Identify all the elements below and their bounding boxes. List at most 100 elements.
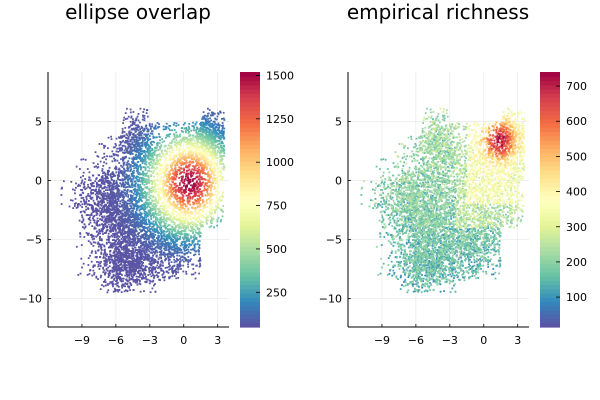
scatter-point bbox=[112, 202, 115, 205]
scatter-point bbox=[124, 112, 127, 114]
scatter-point bbox=[113, 208, 116, 211]
scatter-point bbox=[127, 232, 130, 234]
scatter-point bbox=[137, 275, 140, 278]
scatter-point bbox=[209, 122, 212, 125]
scatter-point bbox=[206, 222, 208, 225]
scatter-point bbox=[113, 262, 116, 265]
scatter-point bbox=[120, 192, 123, 194]
scatter-point bbox=[132, 252, 135, 254]
scatter-point bbox=[136, 178, 138, 181]
scatter-point bbox=[107, 189, 109, 191]
scatter-point bbox=[133, 167, 136, 170]
scatter-point bbox=[127, 225, 130, 228]
scatter-point bbox=[165, 249, 168, 251]
scatter-point bbox=[134, 262, 136, 265]
scatter-point bbox=[133, 273, 136, 276]
scatter-point bbox=[208, 145, 211, 148]
scatter-point bbox=[220, 136, 223, 139]
scatter-point bbox=[136, 283, 139, 286]
scatter-point bbox=[105, 242, 108, 245]
scatter-point bbox=[100, 274, 102, 277]
scatter-point bbox=[102, 199, 105, 202]
scatter-point bbox=[177, 267, 179, 269]
scatter-point bbox=[119, 200, 122, 203]
scatter-point bbox=[138, 257, 141, 259]
scatter-point bbox=[112, 285, 114, 288]
scatter-point bbox=[106, 211, 108, 214]
scatter-point bbox=[141, 216, 143, 218]
scatter-point bbox=[136, 115, 139, 118]
scatter-point bbox=[84, 201, 86, 204]
scatter-point bbox=[130, 190, 133, 192]
scatter-point bbox=[97, 265, 100, 268]
scatter-point bbox=[153, 275, 156, 278]
scatter-point bbox=[141, 118, 144, 121]
scatter-point bbox=[132, 234, 135, 237]
scatter-point bbox=[89, 216, 91, 219]
scatter-point bbox=[149, 147, 152, 149]
scatter-point bbox=[120, 149, 123, 152]
scatter-point bbox=[206, 127, 209, 130]
scatter-point bbox=[153, 149, 156, 152]
scatter-point bbox=[95, 275, 98, 278]
scatter-point bbox=[205, 120, 208, 122]
scatter-point bbox=[112, 283, 115, 286]
scatter-point bbox=[176, 234, 179, 237]
scatter-point bbox=[113, 277, 116, 280]
scatter-point bbox=[172, 272, 174, 275]
scatter-point bbox=[137, 250, 140, 253]
scatter-point bbox=[101, 177, 104, 180]
scatter-point bbox=[94, 256, 97, 258]
scatter-point bbox=[211, 133, 214, 136]
scatter-point bbox=[149, 234, 151, 236]
scatter-point bbox=[223, 152, 226, 155]
scatter-point bbox=[220, 146, 222, 148]
scatter-point bbox=[133, 146, 135, 148]
scatter-point bbox=[142, 276, 144, 278]
scatter-point bbox=[211, 132, 214, 135]
scatter-point bbox=[209, 117, 211, 120]
scatter-point bbox=[143, 151, 146, 154]
scatter-point bbox=[92, 199, 95, 202]
scatter-point bbox=[175, 247, 177, 250]
scatter-point bbox=[194, 229, 197, 232]
scatter-point bbox=[111, 150, 114, 153]
scatter-point bbox=[127, 168, 129, 171]
scatter-point bbox=[119, 143, 122, 146]
scatter-point bbox=[156, 226, 159, 229]
scatter-point bbox=[168, 248, 171, 251]
scatter-point bbox=[112, 217, 114, 219]
scatter-point bbox=[87, 186, 90, 188]
scatter-point bbox=[130, 168, 133, 170]
scatter-point bbox=[157, 149, 160, 151]
scatter-point bbox=[160, 269, 163, 272]
scatter-point bbox=[150, 174, 153, 176]
scatter-point bbox=[99, 255, 102, 258]
scatter-point bbox=[211, 136, 213, 139]
scatter-point bbox=[124, 126, 127, 129]
scatter-point bbox=[121, 156, 124, 159]
scatter-point bbox=[92, 211, 95, 213]
scatter-point bbox=[219, 134, 222, 137]
scatter-point bbox=[158, 153, 161, 155]
scatter-point bbox=[212, 146, 215, 149]
scatter-point bbox=[135, 138, 138, 140]
scatter-point bbox=[111, 184, 114, 186]
scatter-point bbox=[101, 194, 104, 197]
scatter-point bbox=[77, 203, 79, 206]
scatter-point bbox=[176, 251, 179, 254]
scatter-point bbox=[143, 172, 145, 175]
scatter-point bbox=[196, 139, 199, 142]
scatter-point bbox=[212, 112, 215, 115]
scatter-point bbox=[121, 268, 123, 271]
scatter-point bbox=[149, 251, 152, 254]
scatter-point bbox=[124, 218, 127, 220]
scatter-point bbox=[139, 190, 142, 192]
scatter-point bbox=[218, 129, 220, 132]
scatter-point bbox=[183, 229, 186, 231]
scatter-point bbox=[82, 158, 85, 161]
scatter-point bbox=[220, 219, 222, 221]
scatter-point bbox=[131, 123, 134, 125]
scatter-point bbox=[111, 276, 113, 278]
scatter-point bbox=[218, 140, 221, 142]
